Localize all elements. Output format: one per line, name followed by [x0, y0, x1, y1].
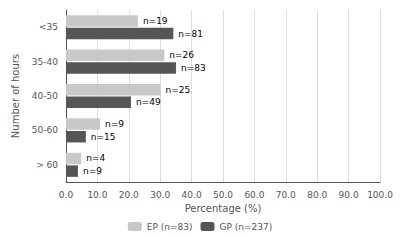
svg-text:n=9: n=9	[105, 119, 124, 129]
svg-text:> 60: > 60	[36, 160, 58, 170]
svg-text:n=26: n=26	[169, 50, 194, 60]
svg-text:EP (n=83): EP (n=83)	[147, 222, 193, 232]
svg-text:30.0: 30.0	[150, 190, 170, 200]
svg-text:n=4: n=4	[86, 153, 105, 163]
svg-text:35-40: 35-40	[32, 57, 58, 67]
svg-text:Percentage (%): Percentage (%)	[185, 203, 262, 214]
svg-text:60.0: 60.0	[244, 190, 264, 200]
svg-text:<35: <35	[39, 22, 58, 32]
svg-text:n=15: n=15	[91, 132, 116, 142]
svg-text:50-60: 50-60	[32, 125, 58, 135]
svg-text:n=19: n=19	[143, 16, 168, 26]
svg-text:40-50: 40-50	[32, 91, 58, 101]
svg-text:90.0: 90.0	[339, 190, 359, 200]
svg-text:20.0: 20.0	[119, 190, 139, 200]
svg-text:n=25: n=25	[166, 85, 191, 95]
svg-text:10.0: 10.0	[87, 190, 107, 200]
svg-text:n=9: n=9	[83, 166, 102, 176]
svg-text:GP (n=237): GP (n=237)	[219, 222, 272, 232]
svg-text:80.0: 80.0	[307, 190, 327, 200]
svg-text:100.0: 100.0	[367, 190, 393, 200]
svg-text:n=49: n=49	[136, 97, 161, 107]
svg-text:n=83: n=83	[181, 63, 206, 73]
svg-text:n=81: n=81	[178, 29, 203, 39]
svg-text:50.0: 50.0	[213, 190, 233, 200]
svg-text:40.0: 40.0	[182, 190, 202, 200]
svg-text:Number of hours: Number of hours	[10, 54, 21, 138]
svg-text:70.0: 70.0	[276, 190, 296, 200]
svg-text:0.0: 0.0	[59, 190, 74, 200]
